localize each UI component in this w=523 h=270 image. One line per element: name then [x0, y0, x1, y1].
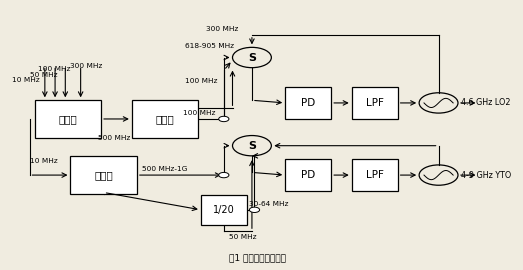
Text: 500 MHz: 500 MHz — [98, 135, 130, 141]
FancyBboxPatch shape — [201, 195, 247, 225]
Circle shape — [249, 207, 259, 212]
Text: 300 MHz: 300 MHz — [71, 63, 103, 69]
FancyBboxPatch shape — [285, 87, 331, 119]
Text: 图1 本振部分原理框图: 图1 本振部分原理框图 — [229, 254, 286, 262]
Text: 小数环: 小数环 — [94, 170, 113, 180]
Text: 30-64 MHz: 30-64 MHz — [249, 201, 289, 207]
Text: S: S — [248, 52, 256, 63]
Text: 10 MHz: 10 MHz — [12, 77, 39, 83]
Text: 1/20: 1/20 — [213, 205, 235, 215]
Text: 100 MHz: 100 MHz — [186, 78, 218, 84]
Text: 4.6 GHz LO2: 4.6 GHz LO2 — [461, 99, 510, 107]
FancyBboxPatch shape — [351, 159, 397, 191]
Circle shape — [219, 173, 229, 178]
FancyBboxPatch shape — [132, 100, 198, 138]
Text: 10 MHz: 10 MHz — [29, 158, 57, 164]
Text: S: S — [248, 141, 256, 151]
Circle shape — [219, 116, 229, 122]
FancyBboxPatch shape — [35, 100, 101, 138]
Text: PD: PD — [301, 170, 315, 180]
FancyBboxPatch shape — [351, 87, 397, 119]
Text: 参考环: 参考环 — [59, 114, 77, 124]
Text: 取样环: 取样环 — [156, 114, 174, 124]
FancyBboxPatch shape — [71, 156, 137, 194]
Text: 100 MHz: 100 MHz — [38, 66, 71, 72]
FancyBboxPatch shape — [285, 159, 331, 191]
Text: LPF: LPF — [366, 98, 383, 108]
Text: 100 MHz: 100 MHz — [183, 110, 215, 116]
Text: 50 MHz: 50 MHz — [29, 72, 57, 78]
Text: 50 MHz: 50 MHz — [229, 234, 257, 240]
Text: PD: PD — [301, 98, 315, 108]
Text: 500 MHz-1G: 500 MHz-1G — [142, 166, 187, 173]
Text: 300 MHz: 300 MHz — [206, 26, 238, 32]
Text: 4-9 GHz YTO: 4-9 GHz YTO — [461, 171, 511, 180]
Text: LPF: LPF — [366, 170, 383, 180]
Text: 618-905 MHz: 618-905 MHz — [186, 43, 235, 49]
